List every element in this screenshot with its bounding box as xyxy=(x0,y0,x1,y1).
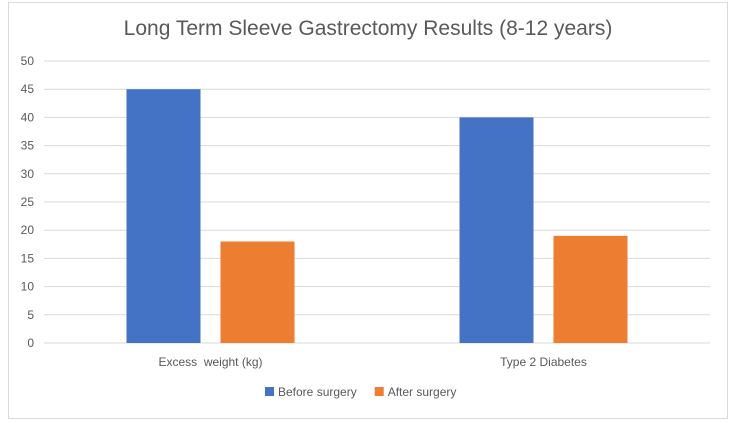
legend: Before surgery After surgery xyxy=(265,385,456,399)
y-tick-label: 30 xyxy=(21,167,35,181)
bar xyxy=(220,241,295,343)
y-axis-ticks: 0 5 10 15 20 25 30 35 40 45 50 xyxy=(21,54,35,350)
legend-label: Before surgery xyxy=(278,385,357,399)
bars xyxy=(126,89,628,344)
x-axis-ticks: Excess weight (kg) Type 2 Diabetes xyxy=(158,355,586,369)
chart-title: Long Term Sleeve Gastrectomy Results (8-… xyxy=(124,17,613,40)
legend-swatch xyxy=(374,387,384,396)
legend-swatch xyxy=(265,387,274,396)
bar xyxy=(553,235,628,343)
legend-label: After surgery xyxy=(388,385,457,399)
y-tick-label: 5 xyxy=(27,308,34,322)
y-tick-label: 50 xyxy=(21,54,35,68)
y-tick-label: 45 xyxy=(21,82,35,96)
y-tick-label: 40 xyxy=(21,110,35,124)
y-tick-label: 25 xyxy=(21,195,35,209)
y-tick-label: 20 xyxy=(21,223,35,237)
y-tick-label: 10 xyxy=(21,280,35,294)
x-tick-label: Type 2 Diabetes xyxy=(500,355,587,369)
y-tick-label: 35 xyxy=(21,139,35,153)
y-tick-label: 15 xyxy=(21,251,35,265)
y-tick-label: 0 xyxy=(27,336,34,350)
bar xyxy=(459,117,534,344)
bar xyxy=(126,89,201,343)
x-tick-label: Excess weight (kg) xyxy=(158,355,262,369)
